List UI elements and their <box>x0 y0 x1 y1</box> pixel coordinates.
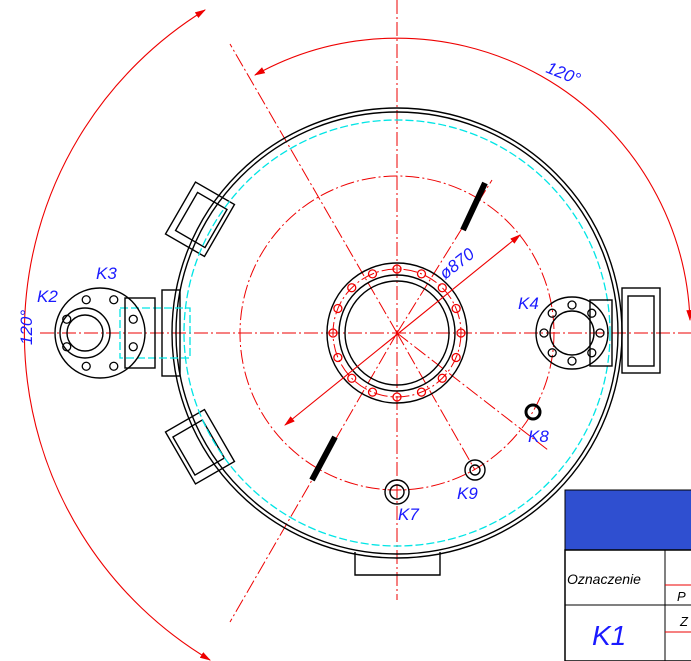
angle-arc <box>254 37 691 322</box>
bolt <box>595 328 605 338</box>
angle-label: 120° <box>544 58 584 89</box>
nozzle-k7-bore <box>389 484 405 500</box>
nozzle-label: K4 <box>518 294 539 313</box>
baffle <box>460 181 488 232</box>
bolt <box>539 328 549 338</box>
bolt <box>109 361 119 371</box>
nozzle-k8 <box>524 403 542 421</box>
diameter-label: ø870 <box>436 244 479 283</box>
nozzle-k9 <box>464 459 486 481</box>
bolt <box>109 295 119 305</box>
bolt <box>547 348 557 358</box>
nozzle-label: K8 <box>528 427 549 446</box>
bolt <box>567 300 577 310</box>
bolt <box>587 308 597 318</box>
bolt <box>367 387 378 397</box>
nozzle-label: K7 <box>398 505 419 524</box>
nozzle-k2 <box>54 287 191 379</box>
angle-label: 120° <box>17 310 36 345</box>
bolt <box>128 314 138 324</box>
bolt <box>587 348 597 358</box>
table-header: Oznaczenie <box>567 571 641 587</box>
bolt <box>81 361 91 371</box>
nozzle-label: K2 <box>37 287 58 306</box>
table-cell: Z <box>679 614 689 629</box>
bolt <box>128 342 138 352</box>
table-header: P <box>677 589 686 604</box>
bolt <box>81 295 91 305</box>
nozzle-k9-bore <box>469 464 481 476</box>
bolt <box>567 356 577 366</box>
nozzle-label: K9 <box>457 484 478 503</box>
nozzle-k7 <box>384 479 410 505</box>
bolt <box>437 283 447 293</box>
bolt <box>333 352 343 363</box>
angle-arc <box>23 9 211 661</box>
nozzle-label: K3 <box>96 264 117 283</box>
title-table: Oznaczenie P K1 Z <box>564 489 691 661</box>
baffle <box>309 435 338 482</box>
table-cell: K1 <box>592 620 626 651</box>
